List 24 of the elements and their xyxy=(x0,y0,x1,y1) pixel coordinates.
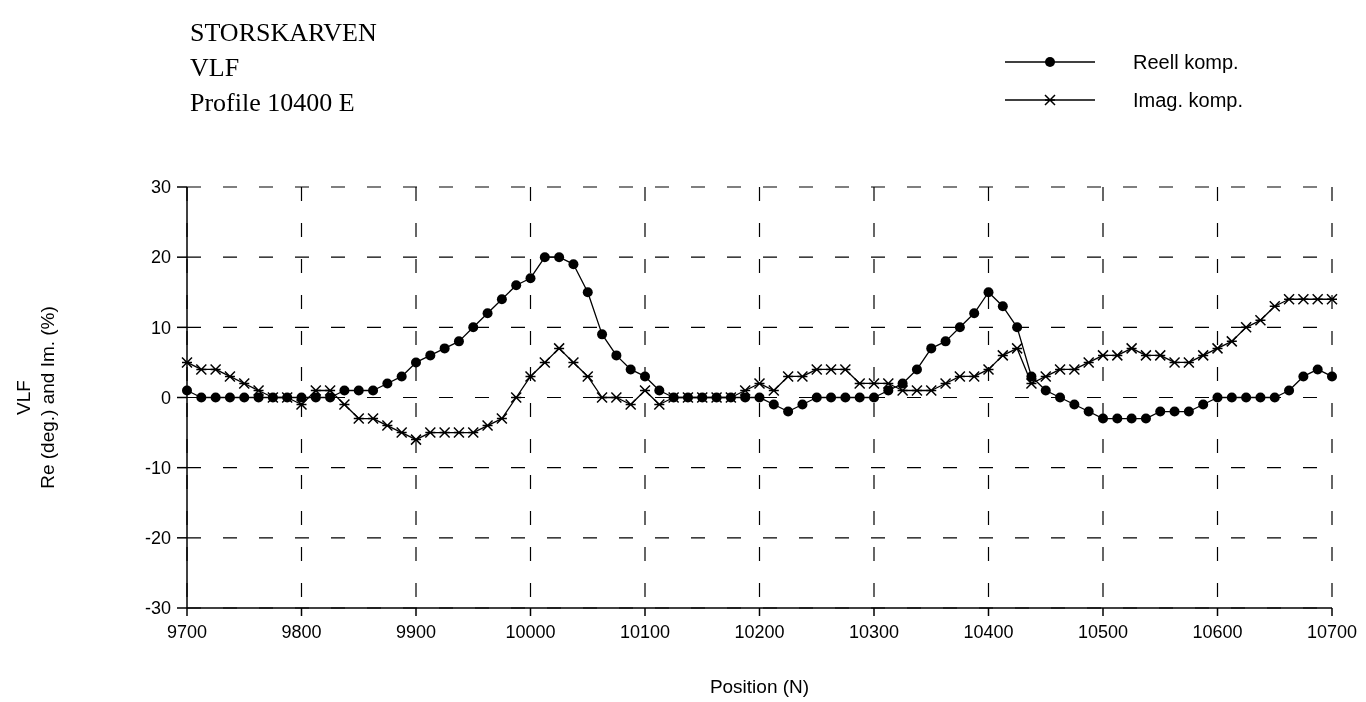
x-axis-title: Position (N) xyxy=(709,676,810,697)
x-tick-label: 9900 xyxy=(395,622,437,642)
y-tick-label: -30 xyxy=(144,598,171,619)
y-tick-label: 30 xyxy=(150,177,171,198)
x-tick-label: 10000 xyxy=(505,622,556,642)
chart-title: STORSKARVEN xyxy=(190,18,377,47)
x-tick-label: 9700 xyxy=(166,622,208,642)
y-tick-label: 20 xyxy=(150,247,171,268)
y-tick-label: -20 xyxy=(144,528,171,549)
y-tick-label: 10 xyxy=(150,317,171,338)
legend-label: Imag. komp. xyxy=(1133,89,1244,111)
x-tick-label: 10600 xyxy=(1192,622,1243,642)
x-tick-label: 10100 xyxy=(619,622,671,642)
legend-label: Reell komp. xyxy=(1133,51,1239,73)
x-tick-label: 10300 xyxy=(848,622,900,642)
chart-subtitle: VLF Profile 10400 E xyxy=(190,53,355,117)
y-tick-label: -10 xyxy=(144,457,171,478)
x-tick-label: 10500 xyxy=(1077,622,1129,642)
x-tick-label: 10200 xyxy=(734,622,785,642)
y-axis-title: VLF Re (deg.) and Im. (%) xyxy=(13,306,58,489)
x-tick-label: 10400 xyxy=(963,622,1014,642)
x-tick-label: 10700 xyxy=(1306,622,1358,642)
x-tick-label: 9800 xyxy=(281,622,322,642)
y-tick-label: 0 xyxy=(160,387,171,408)
